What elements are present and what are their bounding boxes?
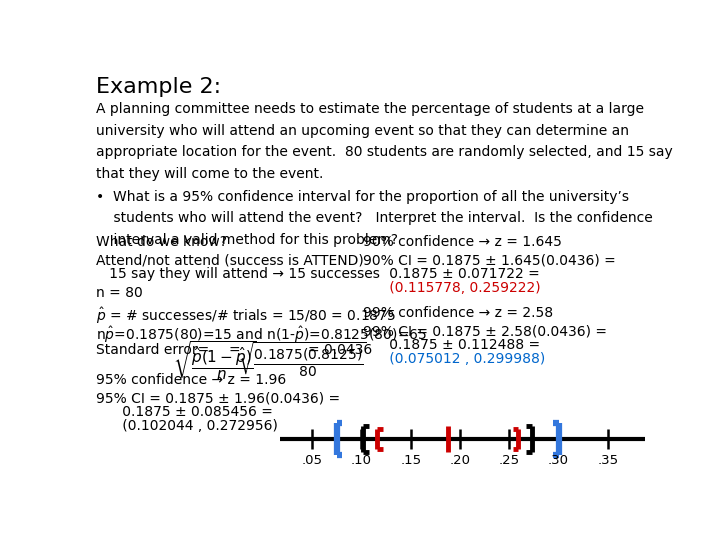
Text: 99% confidence → z = 2.58: 99% confidence → z = 2.58 (364, 306, 554, 320)
Text: 90% confidence → z = 1.645: 90% confidence → z = 1.645 (364, 235, 562, 249)
Text: $\hat{p}$ = # successes/# trials = 15/80 = 0.1875: $\hat{p}$ = # successes/# trials = 15/80… (96, 306, 396, 326)
Text: 90% CI = 0.1875 ± 1.645(0.0436) =: 90% CI = 0.1875 ± 1.645(0.0436) = (364, 253, 616, 267)
Text: What do we know?: What do we know? (96, 235, 227, 249)
Text: 95% confidence → z = 1.96: 95% confidence → z = 1.96 (96, 373, 286, 387)
Text: (0.075012 , 0.299988): (0.075012 , 0.299988) (364, 352, 546, 366)
Text: 0.1875 ± 0.112488 =: 0.1875 ± 0.112488 = (364, 339, 541, 353)
Text: $\sqrt{\dfrac{\hat{p}(1-\hat{p})}{n}}$: $\sqrt{\dfrac{\hat{p}(1-\hat{p})}{n}}$ (173, 340, 256, 382)
Text: 0.1875 ± 0.071722 =: 0.1875 ± 0.071722 = (364, 267, 540, 281)
Text: appropriate location for the event.  80 students are randomly selected, and 15 s: appropriate location for the event. 80 s… (96, 145, 672, 159)
Text: n$\hat{p}$=0.1875(80)=15 and n(1-$\hat{p}$)=0.8125(80)=65: n$\hat{p}$=0.1875(80)=15 and n(1-$\hat{p… (96, 325, 427, 345)
Text: students who will attend the event?   Interpret the interval.  Is the confidence: students who will attend the event? Inte… (96, 211, 652, 225)
Text: 99% CI = 0.1875 ± 2.58(0.0436) =: 99% CI = 0.1875 ± 2.58(0.0436) = (364, 325, 608, 339)
Text: .25: .25 (499, 454, 520, 468)
Text: Example 2:: Example 2: (96, 77, 221, 97)
Text: .05: .05 (302, 454, 323, 468)
Text: (0.115778, 0.259222): (0.115778, 0.259222) (364, 281, 541, 295)
Text: (0.102044 , 0.272956): (0.102044 , 0.272956) (96, 418, 277, 433)
Text: university who will attend an upcoming event so that they can determine an: university who will attend an upcoming e… (96, 124, 629, 138)
Text: $\sqrt{\dfrac{0.1875(0.8125)}{80}}$: $\sqrt{\dfrac{0.1875(0.8125)}{80}}$ (238, 340, 366, 379)
Text: 0.1875 ± 0.085456 =: 0.1875 ± 0.085456 = (96, 405, 272, 419)
Text: =: = (228, 343, 240, 357)
Text: .35: .35 (598, 454, 618, 468)
Text: .15: .15 (400, 454, 421, 468)
Text: .20: .20 (449, 454, 470, 468)
Text: = 0.0436: = 0.0436 (307, 343, 372, 357)
Text: that they will come to the event.: that they will come to the event. (96, 167, 323, 181)
Text: •  What is a 95% confidence interval for the proportion of all the university’s: • What is a 95% confidence interval for … (96, 190, 629, 204)
Text: .30: .30 (548, 454, 569, 468)
Text: .10: .10 (351, 454, 372, 468)
Text: 95% CI = 0.1875 ± 1.96(0.0436) =: 95% CI = 0.1875 ± 1.96(0.0436) = (96, 391, 340, 405)
Text: Attend/not attend (success is ATTEND): Attend/not attend (success is ATTEND) (96, 254, 364, 268)
Text: 15 say they will attend → 15 successes: 15 say they will attend → 15 successes (96, 267, 379, 281)
Text: Standard error=: Standard error= (96, 343, 209, 357)
Text: A planning committee needs to estimate the percentage of students at a large: A planning committee needs to estimate t… (96, 102, 644, 116)
Text: interval a valid method for this problem?: interval a valid method for this problem… (96, 233, 397, 247)
Text: n = 80: n = 80 (96, 286, 143, 300)
